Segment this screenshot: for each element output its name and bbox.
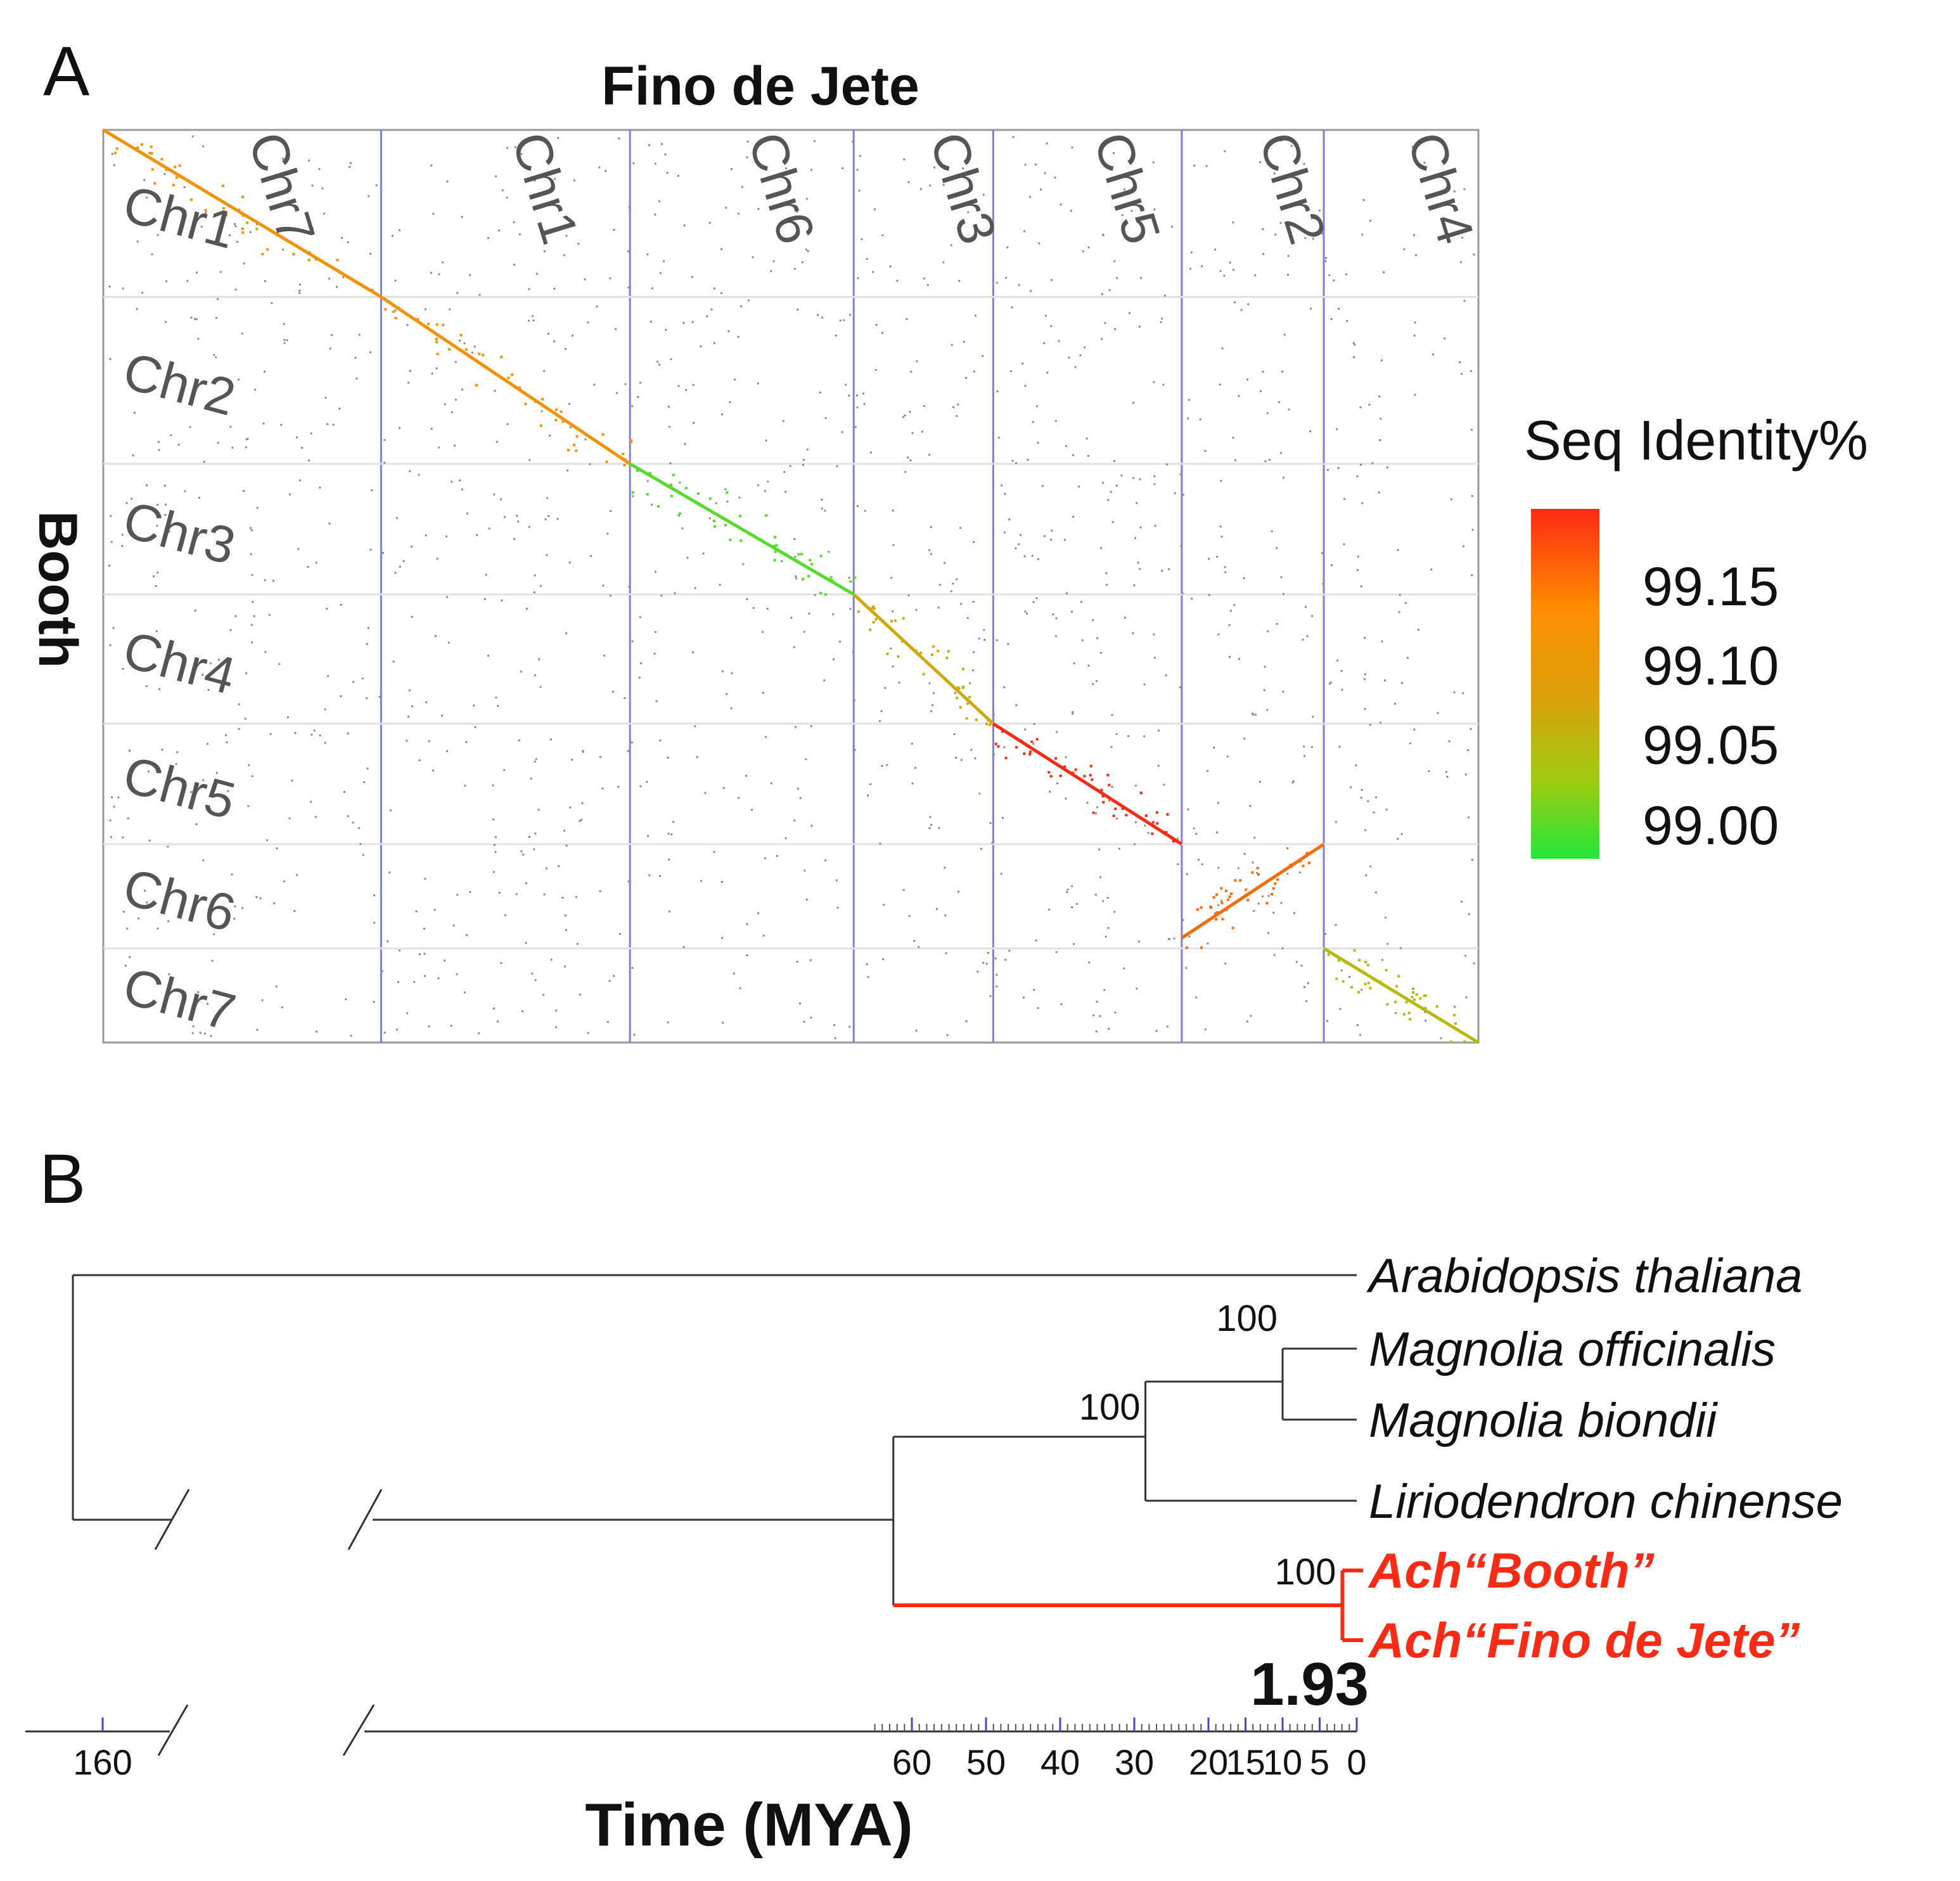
axis-tick-label: 15 — [1226, 1742, 1265, 1782]
taxon-label: Ach“Booth” — [1368, 1543, 1655, 1598]
dotplot-alignments — [102, 128, 1480, 1044]
alignment-hits — [1185, 852, 1310, 949]
panel-b-label: B — [39, 1140, 86, 1218]
axis-tick-label: 20 — [1189, 1742, 1228, 1782]
axis-tick-label: 60 — [892, 1742, 932, 1782]
bootstrap-value: 100 — [1216, 1298, 1278, 1339]
legend-tick-label: 99.05 — [1643, 715, 1779, 776]
time-axis-title: Time (MYA) — [585, 1791, 913, 1859]
bootstrap-value: 100 — [1079, 1387, 1141, 1428]
legend-tick-label: 99.15 — [1643, 556, 1779, 617]
phylogenetic-tree: Arabidopsis thaliana Magnolia officinalis… — [72, 1249, 1843, 1718]
taxon-label: Magnolia officinalis — [1369, 1323, 1776, 1377]
taxon-label: Liriodendron chinense — [1369, 1475, 1843, 1529]
axis-tick-label: 5 — [1310, 1742, 1329, 1782]
alignment-chr7-chr4 — [1323, 947, 1480, 1044]
axis-break-mark — [154, 1489, 190, 1550]
panel-a-label: A — [43, 32, 90, 110]
identity-legend: Seq Identity% 99.15 99.10 99.05 99.00 — [1524, 409, 1868, 859]
dotplot-y-title: Booth — [27, 511, 88, 668]
axis-tick-label: 160 — [73, 1742, 132, 1782]
axis-break-mark — [157, 1704, 189, 1756]
legend-tick-label: 99.00 — [1643, 795, 1779, 856]
axis-tick-label: 0 — [1347, 1742, 1366, 1782]
legend-colorbar — [1531, 509, 1599, 859]
axis-break-mark — [347, 1489, 383, 1550]
axis-tick-label: 10 — [1263, 1742, 1302, 1782]
axis-tick-label: 50 — [966, 1742, 1006, 1782]
dotplot: Chr7 Chr1 Chr6 Chr3 Chr5 Chr2 Chr4 Chr1Chr2Chr… — [102, 126, 1485, 1044]
axis-tick-label: 30 — [1115, 1742, 1154, 1782]
alignment-chr5-chr5 — [992, 722, 1183, 846]
bootstrap-value: 100 — [1275, 1551, 1336, 1593]
alignment-chr1-chr7 — [102, 128, 382, 299]
alignment-chr4-chr3 — [852, 593, 995, 725]
alignment-chr3-chr6 — [629, 462, 855, 596]
taxon-label: Ach“Fino de Jete” — [1368, 1612, 1800, 1668]
dotplot-grid — [103, 130, 1478, 1043]
dotplot-frame — [102, 129, 1480, 1044]
legend-tick-label: 99.10 — [1643, 636, 1779, 697]
axis-break-mark — [342, 1704, 375, 1756]
alignment-chr2-chr1 — [380, 295, 631, 465]
dotplot-x-title: Fino de Jete — [601, 56, 919, 117]
taxon-label: Magnolia biondii — [1369, 1394, 1718, 1448]
taxon-label: Arabidopsis thaliana — [1366, 1249, 1802, 1303]
divergence-time-label: 1.93 — [1250, 1650, 1369, 1718]
legend-title: Seq Identity% — [1524, 409, 1868, 472]
axis-tick-label: 40 — [1041, 1742, 1080, 1782]
